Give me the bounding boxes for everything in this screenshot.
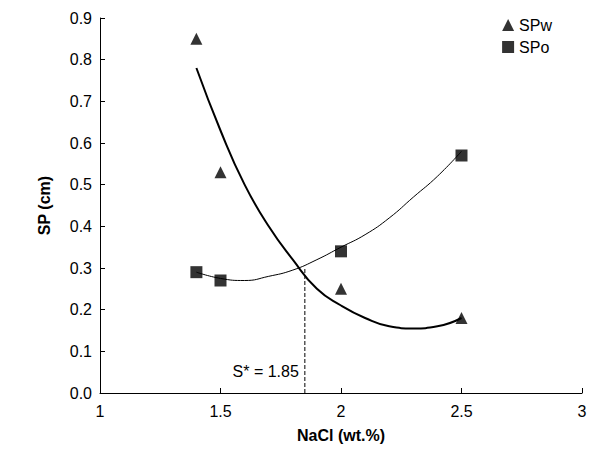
svg-text:0.4: 0.4: [70, 218, 92, 235]
svg-text:0.8: 0.8: [70, 51, 92, 68]
svg-text:2: 2: [337, 403, 346, 420]
svg-text:0.0: 0.0: [70, 385, 92, 402]
svg-text:0.2: 0.2: [70, 301, 92, 318]
svg-text:0.6: 0.6: [70, 135, 92, 152]
svg-text:0.9: 0.9: [70, 10, 92, 27]
svg-text:NaCl (wt.%): NaCl (wt.%): [297, 427, 385, 444]
svg-text:1.5: 1.5: [209, 403, 231, 420]
svg-text:S* = 1.85: S* = 1.85: [233, 363, 299, 380]
svg-text:SPw: SPw: [519, 17, 552, 34]
svg-text:0.1: 0.1: [70, 343, 92, 360]
svg-text:2.5: 2.5: [450, 403, 472, 420]
svg-text:0.7: 0.7: [70, 93, 92, 110]
svg-text:1: 1: [96, 403, 105, 420]
svg-text:0.5: 0.5: [70, 176, 92, 193]
svg-text:0.3: 0.3: [70, 260, 92, 277]
svg-text:SPo: SPo: [519, 39, 549, 56]
svg-text:3: 3: [578, 403, 587, 420]
svg-text:SP (cm): SP (cm): [36, 176, 53, 235]
